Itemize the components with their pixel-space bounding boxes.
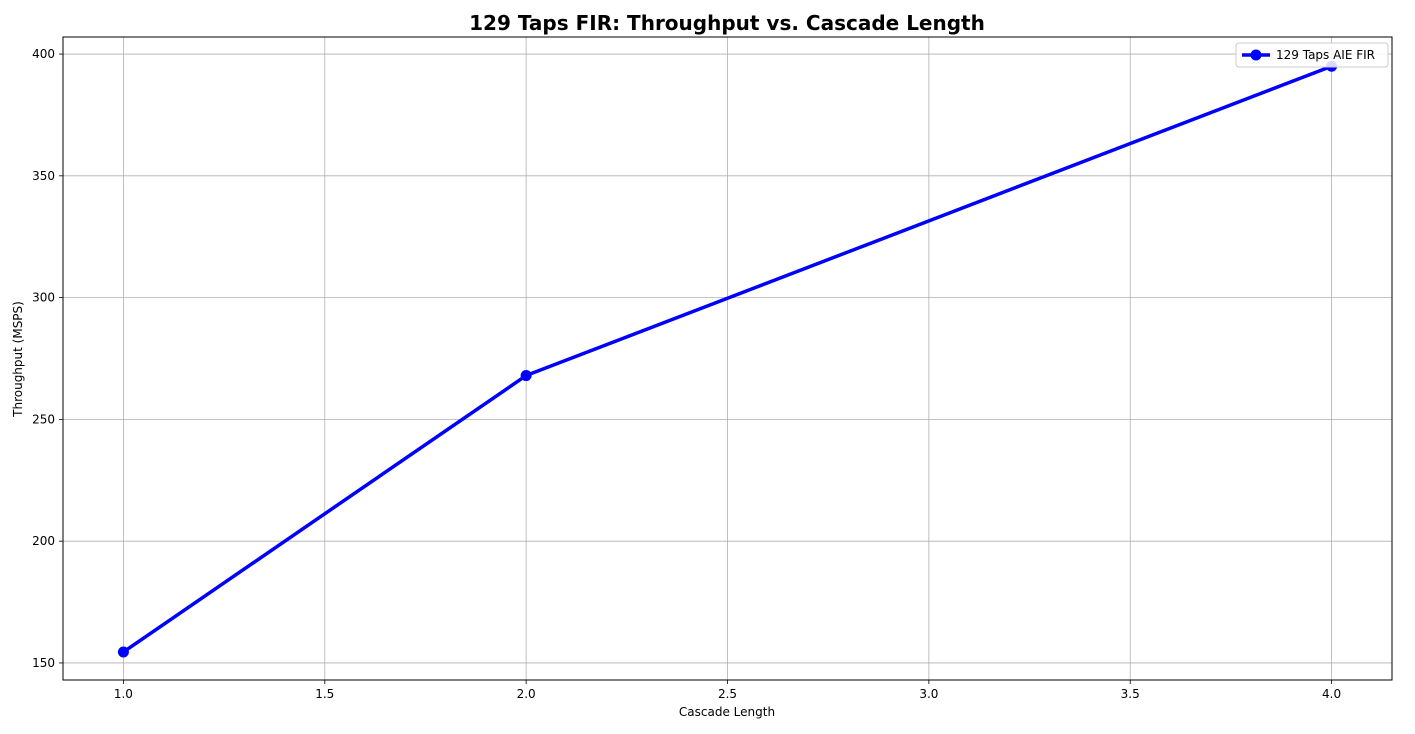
legend-label: 129 Taps AIE FIR xyxy=(1276,48,1375,62)
data-point xyxy=(520,370,532,382)
y-tick-label: 200 xyxy=(32,534,55,548)
legend-marker xyxy=(1250,49,1262,61)
x-tick-label: 3.5 xyxy=(1121,687,1140,701)
grid-lines xyxy=(63,37,1392,680)
y-tick-label: 400 xyxy=(32,47,55,61)
x-tick-label: 3.0 xyxy=(919,687,938,701)
y-tick-label: 300 xyxy=(32,291,55,305)
x-axis-ticks: 1.0 1.5 2.0 2.5 3.0 3.5 4.0 xyxy=(114,680,1341,701)
legend-box xyxy=(1235,42,1389,68)
y-axis-ticks: 150 200 250 300 350 400 xyxy=(32,47,63,670)
y-tick-label: 250 xyxy=(32,412,55,426)
x-tick-label: 2.5 xyxy=(718,687,737,701)
x-tick-label: 1.0 xyxy=(114,687,133,701)
x-tick-label: 4.0 xyxy=(1322,687,1341,701)
x-tick-label: 1.5 xyxy=(315,687,334,701)
x-axis-label: Cascade Length xyxy=(679,705,775,719)
data-point xyxy=(117,646,129,658)
x-tick-label: 2.0 xyxy=(517,687,536,701)
legend: 129 Taps AIE FIR xyxy=(1235,42,1389,68)
chart-title: 129 Taps FIR: Throughput vs. Cascade Len… xyxy=(469,11,985,35)
y-tick-label: 150 xyxy=(32,656,55,670)
y-axis-label: Throughput (MSPS) xyxy=(11,301,25,418)
y-tick-label: 350 xyxy=(32,169,55,183)
